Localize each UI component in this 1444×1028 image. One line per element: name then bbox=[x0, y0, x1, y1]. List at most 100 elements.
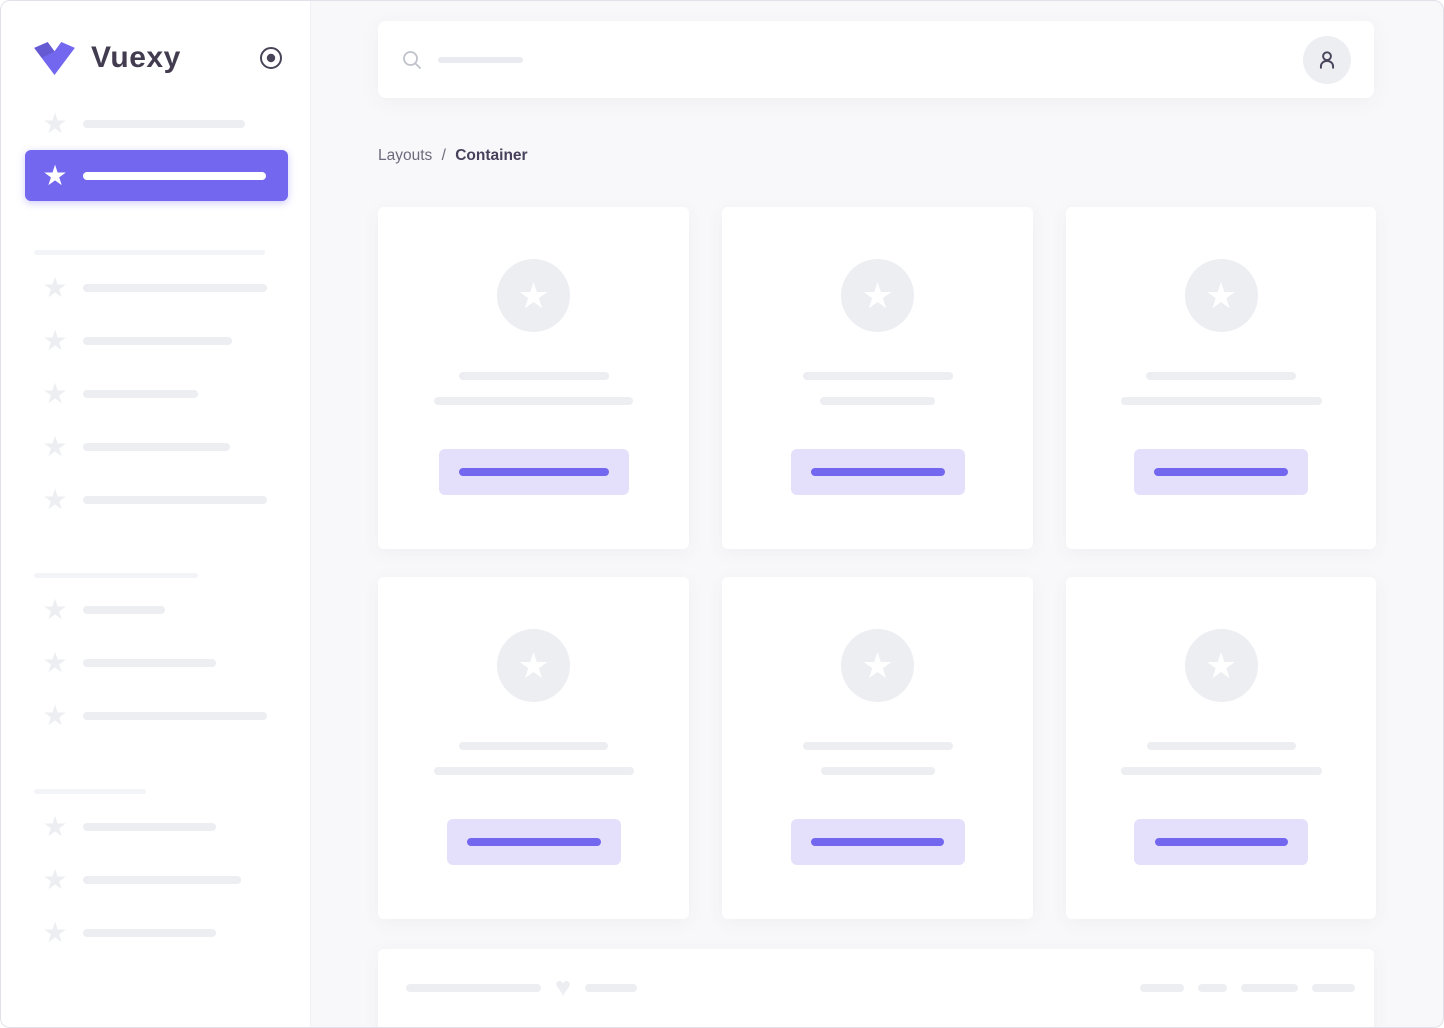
placeholder-card: ★ bbox=[722, 207, 1033, 549]
sidebar-item-label-placeholder bbox=[83, 605, 165, 614]
star-icon: ★ bbox=[42, 810, 68, 842]
card-avatar-circle: ★ bbox=[497, 259, 570, 332]
star-icon: ★ bbox=[42, 377, 68, 409]
user-avatar-button[interactable] bbox=[1303, 35, 1351, 84]
breadcrumb-separator: / bbox=[441, 147, 446, 164]
card-title-placeholder bbox=[1146, 372, 1296, 380]
sidebar-item[interactable]: ★ bbox=[1, 853, 310, 906]
card-title-placeholder bbox=[802, 372, 953, 380]
heart-icon: ♥ bbox=[555, 972, 572, 1002]
footer-text-placeholder bbox=[406, 983, 541, 992]
sidebar-item[interactable]: ★ bbox=[1, 636, 310, 689]
star-icon: ★ bbox=[861, 274, 894, 316]
nav-section-header-placeholder bbox=[34, 789, 146, 794]
sidebar-item-label-placeholder bbox=[83, 928, 216, 937]
search-icon bbox=[403, 50, 421, 69]
nav-section-header-placeholder bbox=[34, 573, 198, 578]
sidebar-item-label-placeholder bbox=[83, 822, 216, 831]
placeholder-card: ★ bbox=[722, 577, 1033, 919]
card-title-placeholder bbox=[1146, 742, 1296, 750]
breadcrumb-parent[interactable]: Layouts bbox=[378, 147, 433, 164]
sidebar-item-label-placeholder bbox=[83, 336, 232, 345]
button-label-placeholder bbox=[458, 468, 609, 476]
sidebar-nav: ★ ★ ★ ★ ★ ★ bbox=[1, 75, 310, 959]
star-icon: ★ bbox=[42, 483, 68, 515]
star-icon: ★ bbox=[42, 593, 68, 625]
sidebar-item[interactable]: ★ bbox=[1, 261, 310, 314]
card-avatar-circle: ★ bbox=[841, 259, 914, 332]
card-avatar-circle: ★ bbox=[841, 629, 914, 702]
sidebar-item[interactable]: ★ bbox=[1, 367, 310, 420]
sidebar-item-label-placeholder bbox=[83, 711, 267, 720]
footer-link-placeholder[interactable] bbox=[1241, 983, 1298, 992]
card-title-placeholder bbox=[459, 742, 608, 750]
footer-left-group: ♥ bbox=[406, 972, 638, 1002]
card-action-button[interactable] bbox=[790, 819, 965, 865]
card-avatar-circle: ★ bbox=[1184, 259, 1258, 332]
sidebar-item[interactable]: ★ bbox=[1, 473, 310, 526]
footer-link-placeholder[interactable] bbox=[1140, 983, 1184, 992]
button-label-placeholder bbox=[810, 468, 945, 476]
footer-text-placeholder bbox=[585, 983, 638, 992]
footer-link-placeholder[interactable] bbox=[1312, 983, 1355, 992]
breadcrumb-current: Container bbox=[455, 147, 528, 164]
sidebar-item[interactable]: ★ bbox=[1, 906, 310, 959]
placeholder-card: ★ bbox=[1066, 577, 1376, 919]
search-input[interactable] bbox=[401, 49, 1303, 71]
sidebar-pin-toggle-icon[interactable] bbox=[259, 46, 283, 70]
star-icon: ★ bbox=[861, 644, 894, 686]
footer-links-group bbox=[1140, 975, 1355, 1000]
sidebar-item-label-placeholder bbox=[83, 283, 267, 292]
brand-header: Vuexy bbox=[1, 1, 310, 75]
sidebar-item-label-placeholder bbox=[83, 171, 266, 180]
card-subtitle-placeholder bbox=[1120, 397, 1322, 405]
breadcrumb: Layouts / Container bbox=[378, 145, 1374, 167]
vuexy-logo-icon bbox=[34, 41, 75, 75]
footer-link-placeholder[interactable] bbox=[1198, 983, 1227, 992]
card-action-button[interactable] bbox=[1134, 819, 1308, 865]
placeholder-card: ★ bbox=[378, 207, 689, 549]
button-label-placeholder bbox=[466, 838, 601, 846]
top-search-bar bbox=[378, 21, 1374, 98]
card-action-button[interactable] bbox=[446, 819, 621, 865]
main-content: Layouts / Container ★ ★ bbox=[311, 1, 1443, 1027]
footer-bar: ♥ bbox=[378, 949, 1374, 1027]
card-subtitle-placeholder bbox=[820, 397, 935, 405]
star-icon: ★ bbox=[1204, 644, 1238, 686]
sidebar-item-label-placeholder bbox=[83, 495, 267, 504]
sidebar-item[interactable]: ★ bbox=[1, 583, 310, 636]
sidebar-item-label-placeholder bbox=[83, 875, 241, 884]
button-label-placeholder bbox=[811, 838, 944, 846]
card-subtitle-placeholder bbox=[1120, 767, 1322, 775]
brand-name: Vuexy bbox=[91, 41, 181, 74]
star-icon: ★ bbox=[517, 644, 550, 686]
card-action-button[interactable] bbox=[438, 449, 629, 495]
star-icon: ★ bbox=[42, 159, 68, 191]
card-subtitle-placeholder bbox=[433, 767, 634, 775]
sidebar-item-label-placeholder bbox=[83, 442, 230, 451]
sidebar-item[interactable]: ★ bbox=[1, 420, 310, 473]
card-title-placeholder bbox=[458, 372, 609, 380]
card-subtitle-placeholder bbox=[434, 397, 633, 405]
placeholder-card: ★ bbox=[1066, 207, 1376, 549]
sidebar-item[interactable]: ★ bbox=[1, 800, 310, 853]
card-action-button[interactable] bbox=[790, 449, 965, 495]
card-grid: ★ ★ ★ bbox=[378, 207, 1376, 919]
card-action-button[interactable] bbox=[1134, 449, 1308, 495]
sidebar-item[interactable]: ★ bbox=[1, 689, 310, 742]
star-icon: ★ bbox=[42, 646, 68, 678]
sidebar-item[interactable]: ★ bbox=[1, 314, 310, 367]
sidebar-item-active[interactable]: ★ bbox=[25, 150, 288, 201]
card-subtitle-placeholder bbox=[820, 767, 935, 775]
user-icon bbox=[1319, 50, 1335, 69]
star-icon: ★ bbox=[42, 916, 68, 948]
sidebar-item-label-placeholder bbox=[83, 119, 245, 128]
card-avatar-circle: ★ bbox=[1184, 629, 1258, 702]
star-icon: ★ bbox=[42, 271, 68, 303]
sidebar-item[interactable]: ★ bbox=[1, 97, 310, 150]
sidebar-item-label-placeholder bbox=[83, 658, 216, 667]
search-placeholder-bar bbox=[438, 56, 523, 63]
star-icon: ★ bbox=[42, 107, 68, 139]
button-label-placeholder bbox=[1154, 468, 1288, 476]
